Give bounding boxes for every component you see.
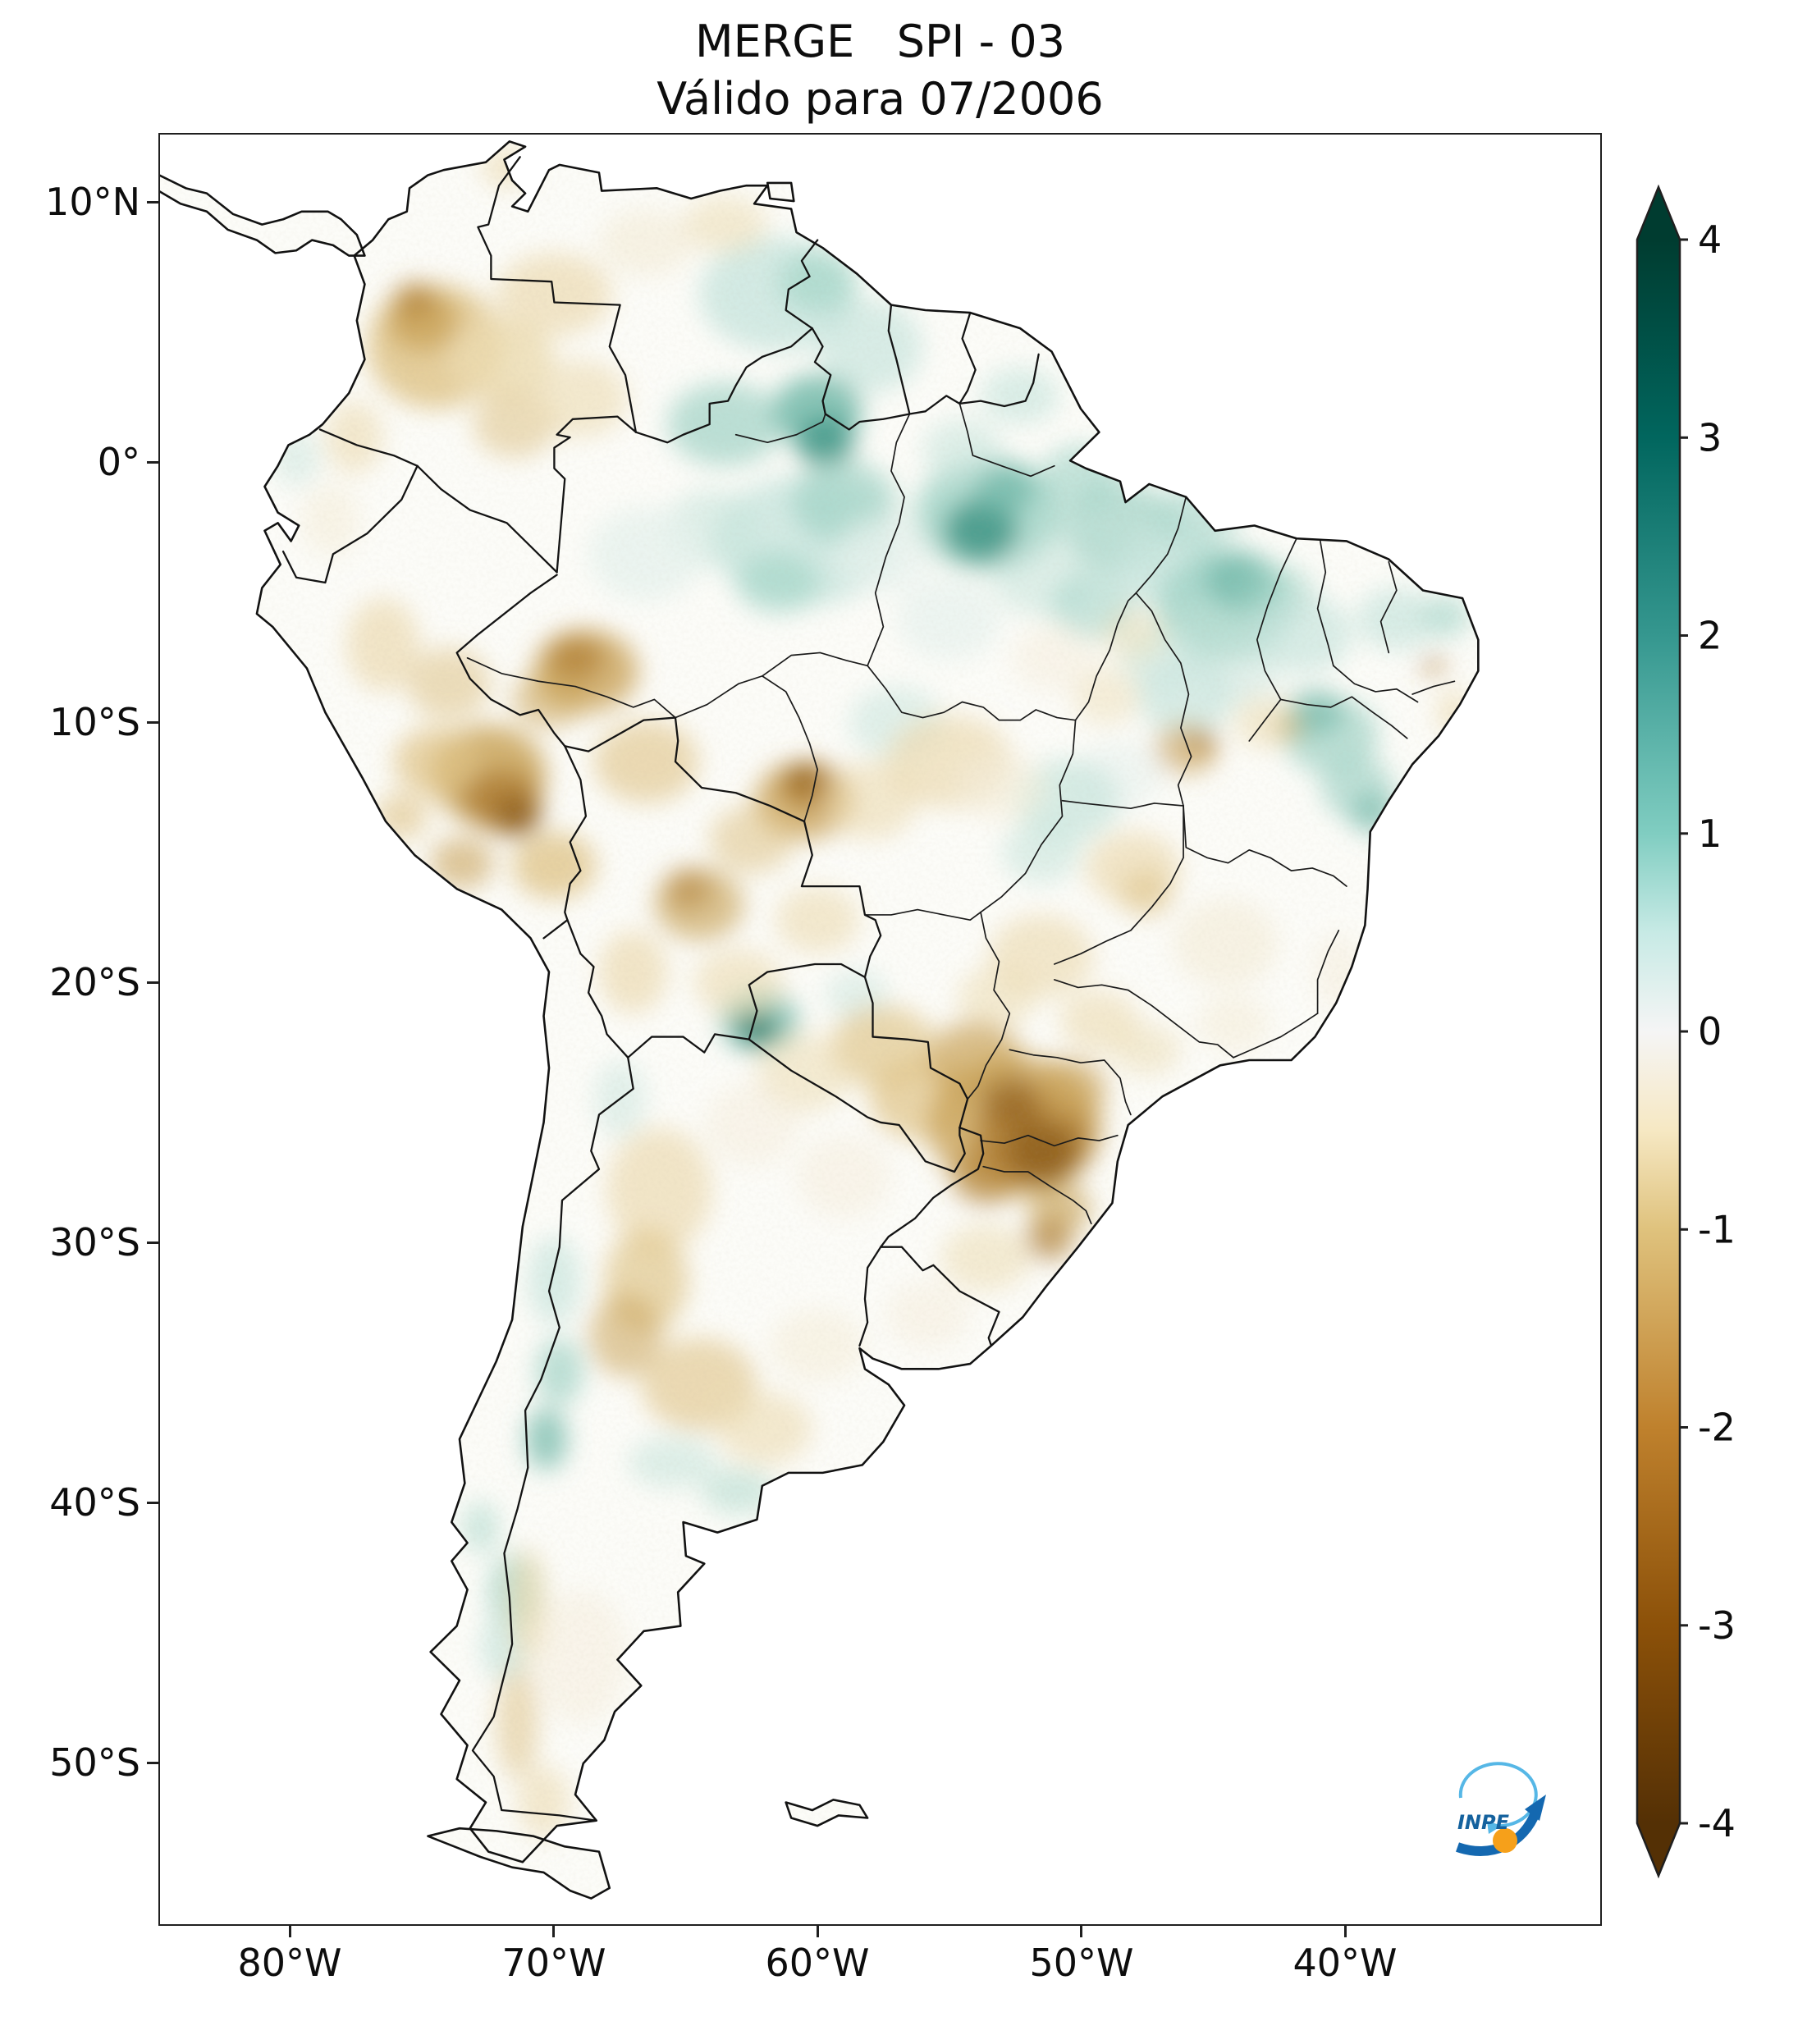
lon-tick-mark <box>289 1926 291 1937</box>
logo-orange-globe <box>1493 1828 1517 1853</box>
lat-tick-label: 10°N <box>45 180 140 224</box>
lat-tick-mark <box>147 981 158 984</box>
state-borders <box>466 402 1456 1225</box>
logo-text: INPE <box>1457 1811 1510 1834</box>
map-frame: INPE <box>158 133 1602 1926</box>
lat-tick-label: 50°S <box>49 1740 140 1785</box>
lon-tick-label: 40°W <box>1292 1941 1398 1985</box>
colorbar: 4 3 2 1 0 -1 -2 -3 -4 <box>1625 172 1797 1953</box>
lat-tick-mark <box>147 1241 158 1244</box>
logo-orbit-arrowhead <box>1525 1795 1546 1821</box>
lat-tick-mark <box>147 461 158 464</box>
inpe-logo: INPE <box>1430 1755 1569 1878</box>
raster-noise-texture <box>160 141 1479 1899</box>
figure-title: MERGE SPI - 03 <box>695 16 1065 67</box>
lat-tick-label: 20°S <box>49 960 140 1004</box>
colorbar-tick-label: -1 <box>1698 1207 1736 1251</box>
spi-anomaly-field <box>160 141 1479 1899</box>
logo-swirl-arc <box>1458 1762 1538 1828</box>
colorbar-tick-label: 2 <box>1698 614 1722 658</box>
coastline <box>160 140 1480 1900</box>
lon-tick-mark <box>817 1926 819 1937</box>
lat-tick-mark <box>147 1502 158 1504</box>
lat-tick-label: 30°S <box>49 1220 140 1264</box>
logo-swirl-arrowhead <box>1487 1821 1502 1834</box>
map-canvas <box>160 135 1600 1924</box>
colorbar-tick-label: -4 <box>1698 1801 1736 1845</box>
lon-tick-label: 80°W <box>237 1941 342 1985</box>
lon-tick-mark <box>1344 1926 1347 1937</box>
country-borders <box>281 156 1040 1822</box>
colorbar-tick-label: 1 <box>1698 812 1722 856</box>
colorbar-tick-label: -2 <box>1698 1406 1736 1450</box>
colorbar-tick-label: 3 <box>1698 415 1722 460</box>
lon-tick-label: 60°W <box>765 1941 870 1985</box>
lon-tick-label: 70°W <box>501 1941 606 1985</box>
lat-tick-label: 40°S <box>49 1480 140 1525</box>
lat-tick-mark <box>147 201 158 203</box>
lat-tick-mark <box>147 721 158 724</box>
figure-subtitle: Válido para 07/2006 <box>657 73 1104 125</box>
map-svg <box>160 140 1480 1900</box>
colorbar-tick-label: 4 <box>1698 217 1722 262</box>
colorbar-tick-label: -3 <box>1698 1603 1736 1648</box>
lon-tick-mark <box>552 1926 555 1937</box>
lat-tick-mark <box>147 1762 158 1764</box>
lat-tick-label: 10°S <box>49 700 140 744</box>
figure-title-block: MERGE SPI - 03 Válido para 07/2006 <box>158 13 1602 128</box>
lon-tick-mark <box>1080 1926 1082 1937</box>
colorbar-tick-label: 0 <box>1698 1009 1722 1054</box>
inpe-logo-graphic: INPE <box>1456 1762 1546 1856</box>
lat-tick-label: 0° <box>97 440 140 484</box>
colorbar-gradient-bar <box>1636 184 1681 1879</box>
colorbar-svg: 4 3 2 1 0 -1 -2 -3 -4 <box>1636 184 1736 1879</box>
lon-tick-label: 50°W <box>1029 1941 1134 1985</box>
